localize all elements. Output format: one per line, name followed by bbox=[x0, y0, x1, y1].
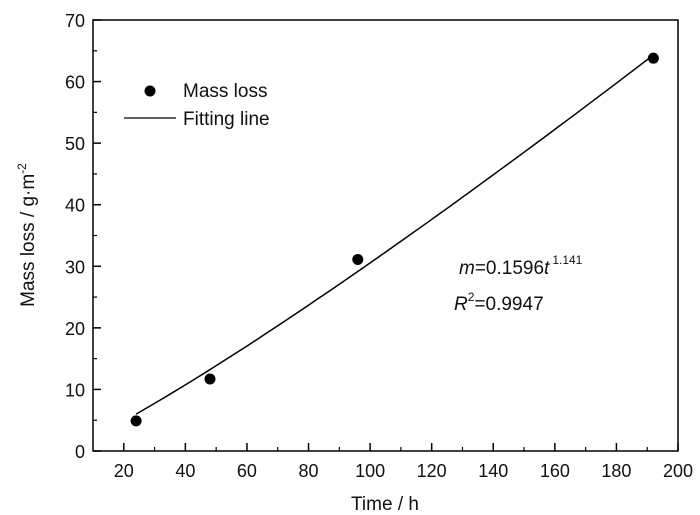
y-tick-label: 60 bbox=[65, 73, 85, 93]
plot-frame bbox=[92, 19, 679, 452]
y-axis-ticks bbox=[93, 19, 101, 452]
x-tick-label: 160 bbox=[540, 461, 570, 481]
equation-var: m bbox=[459, 258, 475, 279]
y-tick-label: 20 bbox=[65, 319, 85, 339]
y-tick-label: 70 bbox=[65, 11, 85, 31]
y-tick-label: 50 bbox=[65, 134, 85, 154]
y-axis-title-sup: -2 bbox=[15, 163, 29, 174]
r2-value: =0.9947 bbox=[474, 294, 543, 315]
x-tick-label: 100 bbox=[355, 461, 385, 481]
y-tick-label: 30 bbox=[65, 257, 85, 277]
x-tick-label: 120 bbox=[417, 461, 447, 481]
mass-loss-points bbox=[130, 52, 659, 427]
y-tick-label: 0 bbox=[75, 442, 85, 462]
r-squared: R2=0.9947 bbox=[454, 290, 544, 315]
x-tick-labels: 20 40 60 80 100 120 140 160 180 200 bbox=[114, 461, 693, 481]
x-tick-label: 40 bbox=[175, 461, 195, 481]
legend-marker-mass-loss bbox=[144, 85, 156, 97]
equation-mid: =0.1596 bbox=[475, 258, 544, 279]
equation-exp: 1.141 bbox=[552, 253, 582, 267]
data-point bbox=[130, 415, 142, 427]
x-tick-label: 80 bbox=[299, 461, 319, 481]
y-tick-label: 40 bbox=[65, 196, 85, 216]
equation-t: t bbox=[544, 258, 550, 279]
x-tick-label: 20 bbox=[114, 461, 134, 481]
x-tick-label: 60 bbox=[237, 461, 257, 481]
y-tick-labels: 0 10 20 30 40 50 60 70 bbox=[65, 11, 85, 462]
data-point bbox=[204, 373, 216, 385]
x-axis-title: Time / h bbox=[351, 494, 419, 515]
x-axis-ticks bbox=[123, 443, 679, 451]
legend-label-fitting-line: Fitting line bbox=[183, 109, 270, 130]
r2-var: R bbox=[454, 294, 468, 315]
data-point bbox=[352, 254, 364, 266]
y-tick-label: 10 bbox=[65, 380, 85, 400]
y-axis-title: Mass loss / g·m-2 bbox=[15, 163, 39, 307]
x-tick-label: 200 bbox=[663, 461, 693, 481]
x-tick-label: 180 bbox=[601, 461, 631, 481]
r2-sup: 2 bbox=[468, 290, 475, 304]
legend: Mass loss Fitting line bbox=[124, 81, 270, 130]
fit-equation: m=0.1596t 1.141 bbox=[459, 253, 583, 279]
y-axis-title-main: Mass loss / g·m bbox=[18, 174, 39, 307]
legend-label-mass-loss: Mass loss bbox=[183, 81, 267, 102]
x-tick-label: 140 bbox=[478, 461, 508, 481]
data-point bbox=[647, 52, 659, 64]
fitting-line bbox=[135, 54, 654, 415]
